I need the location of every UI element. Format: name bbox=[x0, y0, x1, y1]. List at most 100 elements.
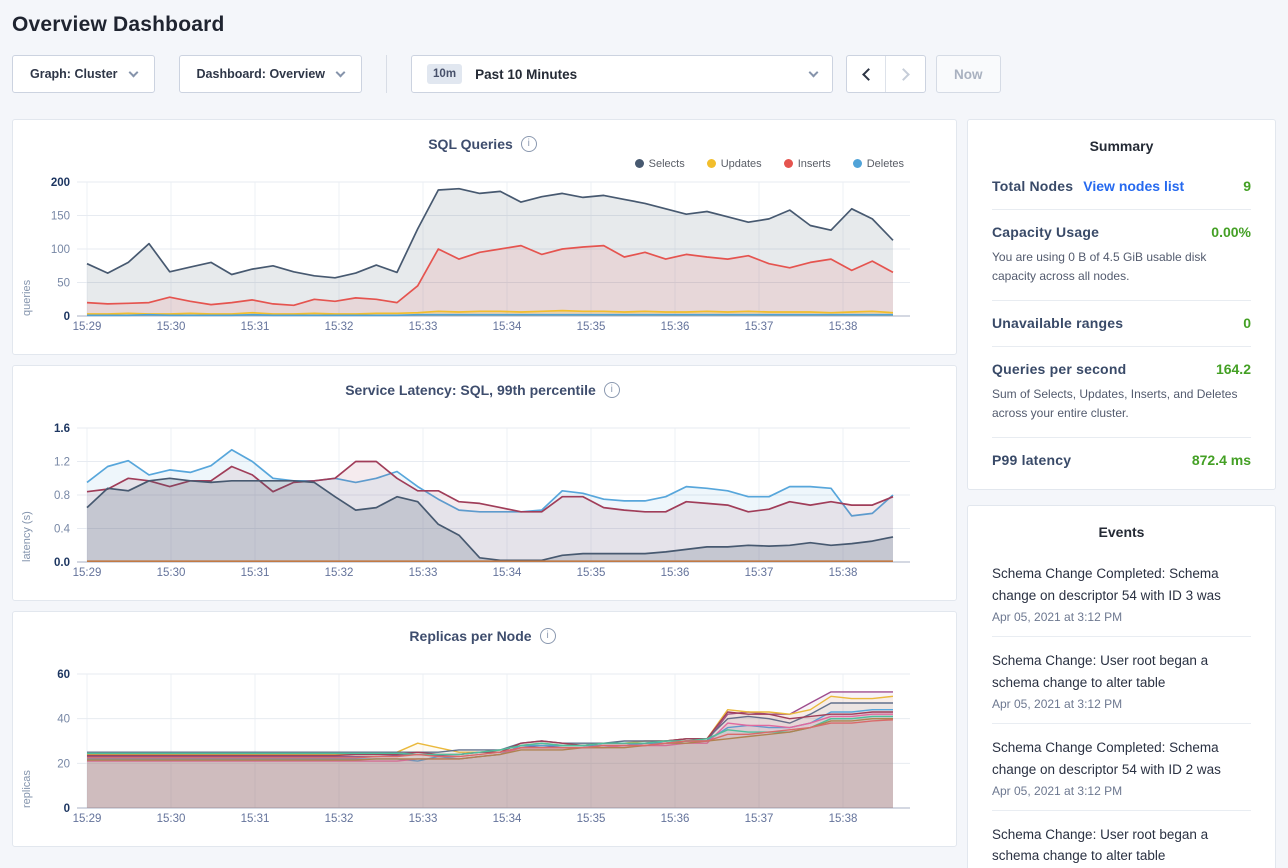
summary-row: Total Nodes View nodes list 9 bbox=[992, 164, 1251, 210]
legend-item-deletes: Deletes bbox=[852, 157, 904, 170]
svg-text:15:38: 15:38 bbox=[829, 813, 858, 825]
chevron-right-icon bbox=[897, 67, 910, 81]
svg-text:200: 200 bbox=[51, 177, 70, 189]
service-latency-title: Service Latency: SQL, 99th percentile bbox=[345, 382, 596, 398]
svg-text:0: 0 bbox=[64, 803, 70, 815]
summary-description: You are using 0 B of 4.5 GiB usable disk… bbox=[992, 250, 1207, 283]
legend-label: Inserts bbox=[797, 157, 831, 170]
svg-text:150: 150 bbox=[51, 211, 70, 223]
time-range-label: Past 10 Minutes bbox=[475, 66, 578, 82]
y-axis-unit: replicas bbox=[21, 770, 33, 808]
summary-rows: Total Nodes View nodes list 9 Capacity Usag… bbox=[992, 164, 1251, 483]
summary-row-top: Queries per second 164.2 bbox=[992, 361, 1251, 377]
summary-value: 872.4 ms bbox=[1191, 452, 1251, 469]
svg-text:40: 40 bbox=[57, 714, 70, 726]
svg-text:15:31: 15:31 bbox=[241, 321, 270, 333]
graph-dropdown[interactable]: Graph: Cluster bbox=[12, 55, 155, 93]
event-text: Schema Change: User root began a schema … bbox=[992, 653, 1209, 690]
svg-text:15:35: 15:35 bbox=[577, 567, 606, 579]
svg-text:15:34: 15:34 bbox=[493, 567, 522, 579]
svg-text:15:38: 15:38 bbox=[829, 567, 858, 579]
svg-text:15:31: 15:31 bbox=[241, 567, 270, 579]
svg-text:15:36: 15:36 bbox=[661, 813, 690, 825]
event-item: Schema Change: User root began a schema … bbox=[992, 811, 1251, 868]
legend-label: Deletes bbox=[866, 157, 904, 170]
sql-queries-body: queries 15:29 15:30 15:31 15:32 15:33 15:34 15:… bbox=[19, 172, 946, 336]
service-latency-panel: Service Latency: SQL, 99th percentile i la… bbox=[12, 365, 957, 601]
svg-text:15:37: 15:37 bbox=[745, 813, 774, 825]
svg-text:100: 100 bbox=[51, 244, 70, 256]
svg-text:0: 0 bbox=[64, 311, 70, 323]
summary-value: 164.2 bbox=[1215, 361, 1251, 378]
svg-text:0.8: 0.8 bbox=[54, 490, 70, 502]
sql-queries-panel: SQL Queries i Selects Updates Inserts Deletes… bbox=[12, 119, 957, 355]
replicas-per-node-legend bbox=[19, 647, 946, 664]
summary-label: Unavailable ranges bbox=[992, 315, 1124, 332]
y-axis-unit: queries bbox=[21, 279, 33, 316]
legend-item-updates: Updates bbox=[706, 157, 762, 170]
now-button-label: Now bbox=[954, 66, 983, 82]
summary-panel: Summary Total Nodes View nodes list 9 Capac… bbox=[967, 119, 1276, 491]
y-axis-unit: latency (s) bbox=[21, 511, 33, 562]
svg-text:0.0: 0.0 bbox=[54, 557, 70, 569]
svg-text:15:30: 15:30 bbox=[157, 813, 186, 825]
main-content: SQL Queries i Selects Updates Inserts Deletes… bbox=[0, 94, 1288, 868]
events-title: Events bbox=[1098, 524, 1145, 541]
svg-text:15:29: 15:29 bbox=[73, 321, 102, 333]
time-prev-button[interactable] bbox=[847, 56, 887, 92]
dashboard-dropdown[interactable]: Dashboard: Overview bbox=[178, 55, 363, 93]
event-timestamp: Apr 05, 2021 at 3:12 PM bbox=[992, 783, 1123, 798]
svg-text:15:30: 15:30 bbox=[157, 321, 186, 333]
service-latency-title-row: Service Latency: SQL, 99th percentile i bbox=[19, 379, 946, 401]
service-latency-legend bbox=[19, 401, 946, 418]
summary-row-top: P99 latency 872.4 ms bbox=[992, 452, 1251, 468]
svg-text:15:34: 15:34 bbox=[493, 321, 522, 333]
summary-label: P99 latency bbox=[992, 452, 1072, 469]
svg-text:15:35: 15:35 bbox=[577, 321, 606, 333]
sql-queries-plot[interactable]: 15:29 15:30 15:31 15:32 15:33 15:34 15:35 15:36… bbox=[35, 172, 920, 336]
svg-text:15:31: 15:31 bbox=[241, 813, 270, 825]
summary-value: 0 bbox=[1243, 315, 1251, 332]
svg-text:15:29: 15:29 bbox=[73, 567, 102, 579]
svg-text:15:30: 15:30 bbox=[157, 567, 186, 579]
replicas-per-node-panel: Replicas per Node i replicas 15:29 15:30 15:3… bbox=[12, 611, 957, 847]
svg-text:60: 60 bbox=[57, 669, 70, 681]
svg-text:15:32: 15:32 bbox=[325, 813, 354, 825]
svg-text:15:32: 15:32 bbox=[325, 567, 354, 579]
replicas-per-node-plot[interactable]: 15:29 15:30 15:31 15:32 15:33 15:34 15:35 15:36… bbox=[35, 664, 920, 828]
summary-row: P99 latency 872.4 ms bbox=[992, 438, 1251, 483]
sql-queries-title: SQL Queries bbox=[428, 136, 513, 152]
service-latency-plot[interactable]: 15:29 15:30 15:31 15:32 15:33 15:34 15:35 15:36… bbox=[35, 418, 920, 582]
legend-item-inserts: Inserts bbox=[783, 157, 831, 170]
svg-text:15:33: 15:33 bbox=[409, 567, 438, 579]
event-text: Schema Change Completed: Schema change o… bbox=[992, 566, 1221, 604]
service-latency-body: latency (s) 15:29 15:30 15:31 15:32 15:33 15:3… bbox=[19, 418, 946, 582]
summary-row-top: Capacity Usage 0.00% bbox=[992, 224, 1251, 240]
replicas-per-node-body: replicas 15:29 15:30 15:31 15:32 15:33 15:34 15… bbox=[19, 664, 946, 828]
sql-queries-legend: Selects Updates Inserts Deletes bbox=[19, 155, 946, 172]
summary-title: Summary bbox=[1089, 138, 1154, 154]
info-icon[interactable]: i bbox=[539, 628, 556, 644]
controls-bar: Graph: Cluster Dashboard: Overview 10m P… bbox=[12, 54, 1276, 94]
svg-text:15:29: 15:29 bbox=[73, 813, 102, 825]
legend-label: Updates bbox=[720, 157, 762, 170]
svg-text:0.4: 0.4 bbox=[54, 524, 71, 536]
chevron-down-icon bbox=[335, 67, 346, 77]
info-icon[interactable]: i bbox=[520, 136, 537, 152]
time-range-selector[interactable]: 10m Past 10 Minutes bbox=[411, 55, 834, 93]
replicas-per-node-title: Replicas per Node bbox=[409, 628, 532, 644]
svg-text:15:32: 15:32 bbox=[325, 321, 354, 333]
view-nodes-list-link[interactable]: View nodes list bbox=[1083, 178, 1185, 194]
info-icon[interactable]: i bbox=[603, 382, 620, 398]
event-text: Schema Change: User root began a schema … bbox=[992, 826, 1209, 864]
svg-text:15:37: 15:37 bbox=[745, 321, 774, 333]
svg-text:50: 50 bbox=[57, 278, 70, 290]
summary-value: 0.00% bbox=[1211, 224, 1251, 240]
legend-item-selects: Selects bbox=[634, 158, 685, 170]
controls-divider bbox=[386, 55, 388, 93]
chevron-left-icon bbox=[861, 67, 875, 81]
time-nav-group bbox=[846, 55, 927, 93]
summary-row-top: Unavailable ranges 0 bbox=[992, 315, 1251, 331]
summary-label: Capacity Usage bbox=[992, 224, 1100, 240]
legend-dot bbox=[706, 159, 716, 168]
